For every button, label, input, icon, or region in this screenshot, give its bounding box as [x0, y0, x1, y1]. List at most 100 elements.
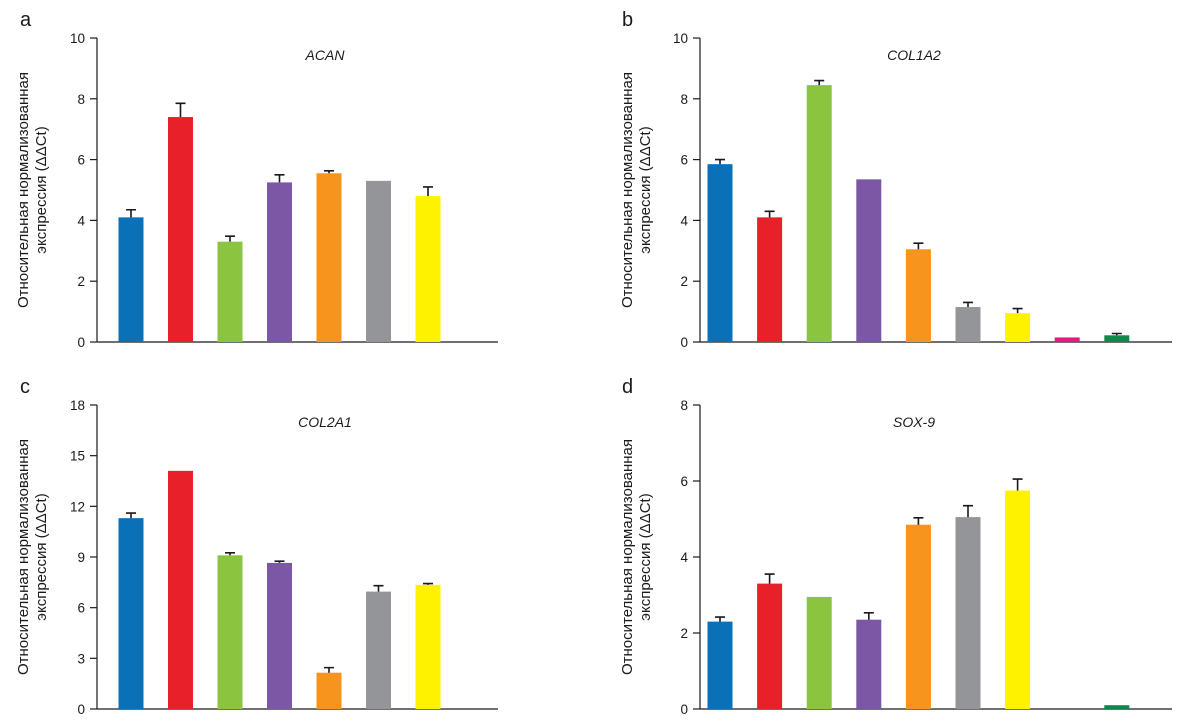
- panel-letter: a: [20, 9, 32, 31]
- y-tick-label: 6: [680, 153, 688, 168]
- y-tick-label: 15: [70, 449, 85, 464]
- y-tick-label: 8: [680, 92, 688, 107]
- error-bar: [324, 666, 334, 673]
- bar: [217, 555, 243, 709]
- y-tick-label: 18: [70, 398, 85, 413]
- y-tick-label: 0: [77, 702, 85, 717]
- error-bar: [225, 551, 235, 556]
- chart-panel-d: d SOX-9 Относительная нормализованнаяэкспр…: [619, 376, 1172, 717]
- y-tick-label: 9: [77, 550, 85, 565]
- bar: [1005, 490, 1031, 709]
- bar: [806, 85, 832, 343]
- y-tick-label: 0: [680, 335, 688, 350]
- error-bar: [963, 301, 973, 308]
- y-tick-label: 6: [680, 474, 688, 489]
- error-bar: [1012, 478, 1023, 491]
- chart-title: COL2A1: [298, 414, 352, 430]
- error-bar: [814, 79, 825, 86]
- bar: [267, 562, 292, 709]
- error-bar: [1012, 307, 1023, 314]
- bar: [856, 619, 882, 709]
- bar: [905, 249, 931, 342]
- error-bar: [274, 174, 285, 183]
- bar: [1005, 313, 1031, 342]
- y-tick-label: 2: [680, 274, 688, 289]
- y-tick-label: 10: [673, 31, 688, 46]
- y-tick-label: 4: [680, 550, 688, 565]
- y-tick-label: 8: [77, 92, 85, 107]
- y-tick-label: 12: [70, 499, 85, 514]
- y-axis-label: Относительная нормализованнаяэкспрессия …: [619, 439, 654, 675]
- panel-letter: c: [20, 376, 30, 398]
- bar: [905, 524, 931, 709]
- bar: [757, 217, 783, 342]
- bar: [366, 180, 391, 342]
- chart-panel-c: c COL2A1 Относительная нормализованнаяэксп…: [15, 376, 498, 717]
- error-bar: [764, 210, 775, 218]
- error-bar: [764, 573, 775, 584]
- y-axis-label-line: экспрессия (ΔΔCt): [33, 126, 50, 253]
- chart-panel-b: b COL1A2 Относительная нормализованнаяэксп…: [619, 9, 1172, 350]
- chart-panel-a: a ACAN Относительная нормализованнаяэкспре…: [15, 9, 498, 350]
- bar: [316, 173, 342, 342]
- panel-letter: b: [622, 9, 633, 31]
- error-bar: [274, 560, 285, 563]
- y-axis-label: Относительная нормализованнаяэкспрессия …: [619, 72, 654, 308]
- bar: [168, 117, 193, 342]
- y-axis-label-line: Относительная нормализованная: [15, 72, 32, 308]
- error-bar: [126, 208, 136, 218]
- y-tick-label: 3: [77, 651, 85, 666]
- y-axis-label-line: экспрессия (ΔΔCt): [33, 493, 50, 620]
- error-bar: [324, 170, 334, 174]
- y-tick-label: 10: [70, 31, 85, 46]
- bar: [366, 591, 391, 709]
- error-bar: [225, 235, 235, 242]
- y-tick-label: 8: [680, 398, 688, 413]
- error-bar: [126, 512, 136, 519]
- y-axis-label-line: экспрессия (ΔΔCt): [637, 126, 654, 253]
- y-tick-label: 4: [680, 213, 688, 228]
- bar: [1104, 335, 1130, 342]
- error-bar: [913, 517, 924, 525]
- error-bar: [715, 616, 725, 622]
- bar: [806, 596, 832, 709]
- y-axis-label-line: Относительная нормализованная: [619, 439, 636, 675]
- error-bar: [715, 158, 725, 165]
- bar: [856, 179, 882, 342]
- error-bar: [423, 186, 433, 197]
- y-tick-label: 0: [77, 335, 85, 350]
- y-tick-label: 6: [77, 153, 85, 168]
- panel-letter: d: [622, 376, 633, 398]
- bar: [955, 307, 981, 342]
- y-axis-label-line: экспрессия (ΔΔCt): [637, 493, 654, 620]
- bar: [217, 241, 243, 342]
- bar: [118, 518, 144, 709]
- chart-title: SOX-9: [893, 414, 935, 430]
- error-bar: [373, 584, 384, 592]
- bar: [415, 196, 441, 342]
- y-tick-label: 2: [77, 274, 85, 289]
- error-bar: [963, 504, 973, 518]
- bar: [757, 583, 783, 709]
- y-axis-label-line: Относительная нормализованная: [619, 72, 636, 308]
- y-axis-label: Относительная нормализованнаяэкспрессия …: [15, 439, 50, 675]
- bar: [316, 672, 342, 709]
- bar: [955, 517, 981, 709]
- y-tick-label: 6: [77, 601, 85, 616]
- bar: [415, 584, 441, 709]
- chart-title: ACAN: [305, 47, 346, 63]
- bar: [267, 182, 292, 342]
- bar: [168, 470, 193, 709]
- bar: [1054, 337, 1080, 342]
- bar: [1104, 705, 1130, 709]
- error-bar: [423, 582, 433, 585]
- y-tick-label: 0: [680, 702, 688, 717]
- y-tick-label: 4: [77, 213, 85, 228]
- error-bar: [175, 102, 186, 118]
- bar: [118, 217, 144, 342]
- y-axis-label-line: Относительная нормализованная: [15, 439, 32, 675]
- error-bar: [863, 612, 874, 620]
- chart-title: COL1A2: [887, 47, 941, 63]
- y-tick-label: 2: [680, 626, 688, 641]
